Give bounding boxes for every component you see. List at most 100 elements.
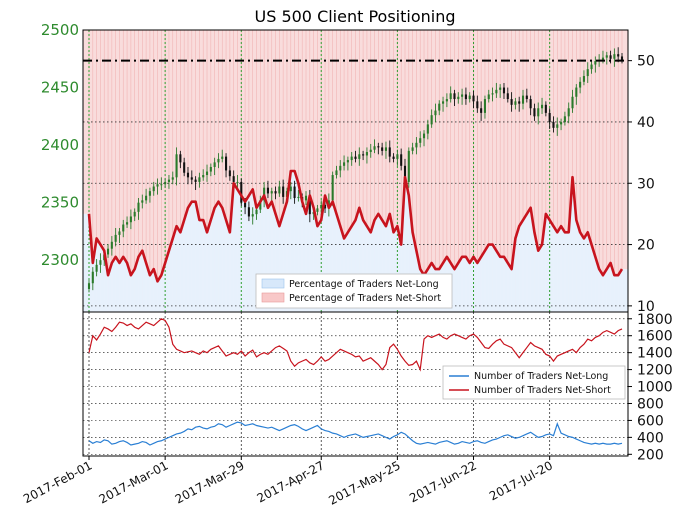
candle-body — [198, 177, 201, 182]
candle-body — [209, 166, 212, 172]
candle-body — [377, 146, 380, 148]
net-short-percentage-line — [87, 169, 624, 283]
candle-body — [487, 94, 490, 100]
candle-body — [91, 271, 94, 284]
candle-body — [422, 133, 426, 139]
candle-body — [137, 202, 140, 212]
candle-body — [457, 96, 460, 100]
candle-body — [449, 93, 452, 100]
count-legend: Number of Traders Net-Long Number of Tra… — [442, 365, 626, 400]
candle-body — [205, 171, 209, 176]
candle-body — [445, 99, 448, 102]
candle-body — [563, 116, 566, 123]
bottom-panel-frame — [82, 311, 629, 457]
candle-body — [87, 283, 91, 289]
candle-body — [605, 55, 608, 58]
candle-body — [186, 172, 190, 178]
candle-body — [335, 170, 338, 176]
percentage-tick-label: 30 — [637, 176, 655, 192]
net-short-percent-path — [87, 169, 624, 283]
price-candles — [87, 47, 624, 293]
percentage-tick-label: 10 — [637, 299, 655, 315]
candle-body — [350, 156, 353, 161]
candle-body — [442, 101, 445, 104]
count-tick-label: 1400 — [637, 346, 673, 362]
candle-body — [415, 142, 418, 148]
candle-body — [308, 195, 311, 215]
candle-body — [194, 179, 197, 182]
candle-body — [571, 96, 574, 109]
count-tick-label: 400 — [637, 430, 664, 446]
candle-body — [255, 209, 258, 215]
percentage-legend: Percentage of Traders Net-Long Percentag… — [255, 273, 453, 309]
net-long-count-path — [88, 421, 623, 446]
legend-label-short-count: Number of Traders Net-Short — [474, 385, 611, 396]
candle-body — [502, 87, 506, 94]
candle-body — [461, 94, 464, 97]
candle-body — [575, 87, 578, 97]
candle-body — [164, 181, 167, 185]
candle-body — [533, 108, 536, 117]
count-tick-label: 1000 — [637, 380, 673, 396]
candle-body — [323, 204, 327, 209]
candle-body — [244, 202, 247, 208]
net-short-count-line — [88, 318, 623, 372]
candle-body — [225, 156, 228, 171]
candle-body — [521, 95, 525, 104]
candle-body — [190, 177, 193, 180]
percentage-tick-label: 40 — [637, 115, 655, 131]
candle-body — [270, 191, 273, 194]
candle-body — [320, 204, 323, 209]
candle-body — [396, 154, 399, 159]
candle-body — [362, 154, 365, 156]
candle-body — [247, 207, 250, 217]
candle-body — [464, 94, 467, 100]
candle-body — [552, 122, 555, 128]
candle-body — [183, 162, 186, 173]
candle-body — [579, 81, 582, 88]
candle-body — [114, 234, 117, 242]
candle-body — [613, 54, 616, 59]
candle-body — [282, 186, 285, 197]
candle-body — [297, 196, 300, 199]
candle-body — [620, 56, 624, 60]
legend-swatch-net-long — [261, 278, 285, 289]
date-axis-ticks: 2017-Feb-01 2017-Mar-01 2017-Mar-29 2017-Ap… — [21, 456, 555, 508]
candle-body — [145, 195, 148, 201]
candle-body — [304, 195, 308, 201]
candle-body — [278, 186, 281, 194]
candle-body — [95, 264, 98, 272]
price-tick-label: 2450 — [41, 79, 79, 97]
candle-body — [407, 150, 410, 182]
candle-body — [99, 260, 102, 265]
count-tick-label: 600 — [637, 413, 664, 429]
candle-body — [331, 175, 334, 201]
candle-body — [556, 124, 559, 128]
candle-body — [392, 156, 395, 159]
count-tick-label: 1800 — [637, 312, 673, 328]
candle-body — [453, 93, 456, 100]
candle-body — [426, 124, 429, 134]
candle-body — [274, 191, 277, 194]
candle-body — [354, 156, 357, 159]
price-tick-label: 2350 — [41, 194, 79, 212]
legend-swatch-net-short — [261, 292, 285, 303]
candle-body — [259, 200, 262, 210]
percentage-legend-box — [255, 273, 453, 309]
candle-body — [213, 162, 216, 167]
candle-body — [167, 179, 170, 182]
candle-body — [384, 147, 388, 151]
candle-body — [289, 186, 292, 192]
candle-body — [156, 184, 159, 187]
count-tick-label: 800 — [637, 396, 664, 412]
date-tick-label: 2017-Feb-01 — [21, 458, 94, 506]
date-tick-label: 2017-Jul-20 — [487, 458, 555, 503]
candle-body — [217, 158, 220, 163]
percentage-axis-ticks: 10 20 30 40 50 — [628, 54, 655, 315]
candle-body — [381, 147, 384, 151]
candle-body — [518, 101, 521, 104]
candle-body — [343, 162, 346, 166]
candle-body — [525, 95, 528, 100]
date-tick-label: 2017-Mar-29 — [173, 458, 247, 506]
